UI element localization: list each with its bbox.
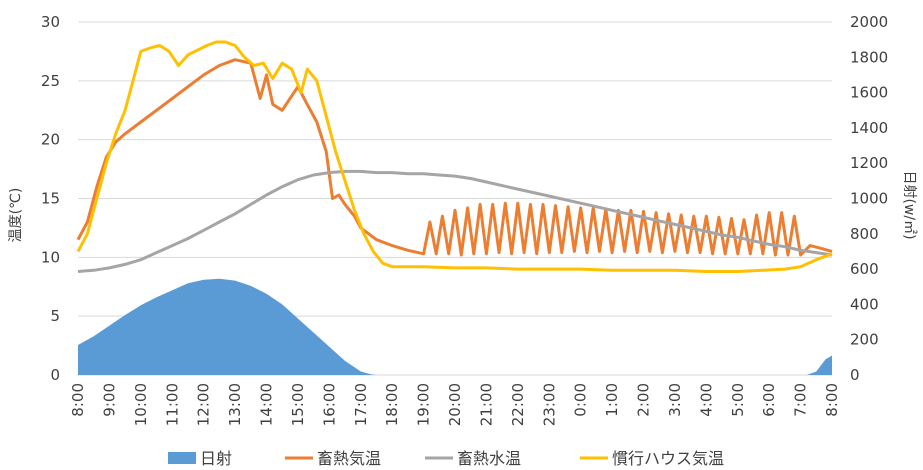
x-tick-label: 8:00 xyxy=(69,383,87,417)
x-tick-label: 5:00 xyxy=(729,383,747,417)
x-tick-label: 13:00 xyxy=(226,383,244,426)
x-tick-label: 1:00 xyxy=(603,383,621,417)
y-right-tick-label: 0 xyxy=(850,366,860,384)
x-tick-label: 4:00 xyxy=(697,383,715,417)
y-left-tick-label: 0 xyxy=(50,366,60,384)
y-right-tick-label: 400 xyxy=(850,295,879,313)
legend-swatch xyxy=(168,452,196,464)
x-tick-label: 16:00 xyxy=(320,383,338,426)
x-tick-label: 22:00 xyxy=(509,383,527,426)
y-axis-right-label: 日射(w/㎡) xyxy=(901,170,917,239)
x-tick-label: 11:00 xyxy=(163,383,181,426)
x-tick-label: 21:00 xyxy=(477,383,495,426)
y-left-tick-label: 5 xyxy=(50,307,60,325)
y-right-tick-label: 1000 xyxy=(850,190,888,208)
y-left-tick-label: 25 xyxy=(41,72,60,90)
y-left-tick-label: 10 xyxy=(41,248,60,266)
x-tick-label: 14:00 xyxy=(258,383,276,426)
x-tick-label: 6:00 xyxy=(760,383,778,417)
y-left-tick-label: 30 xyxy=(41,13,60,31)
plot-area xyxy=(76,40,833,375)
y-right-tick-label: 600 xyxy=(850,260,879,278)
legend: 日射 畜熱気温 畜熱水温 慣行ハウス気温 xyxy=(168,449,724,468)
legend-label: 日射 xyxy=(200,449,232,468)
x-tick-label: 2:00 xyxy=(635,383,653,417)
legend-label: 慣行ハウス気温 xyxy=(612,449,724,468)
axis-ticks: 0 5 10 15 20 25 30 0 200 400 600 800 1000 1200 1400 160… xyxy=(41,13,888,426)
x-tick-label: 18:00 xyxy=(383,383,401,426)
x-tick-label: 15:00 xyxy=(289,383,307,426)
x-tick-label: 8:00 xyxy=(823,383,841,417)
y-right-tick-label: 800 xyxy=(850,225,879,243)
series-line-畜熱水温 xyxy=(77,169,833,273)
y-right-tick-label: 1200 xyxy=(850,154,888,172)
x-tick-label: 0:00 xyxy=(572,383,590,417)
y-right-tick-label: 1600 xyxy=(850,84,888,102)
x-tick-label: 20:00 xyxy=(446,383,464,426)
y-left-tick-label: 15 xyxy=(41,190,60,208)
x-tick-label: 3:00 xyxy=(666,383,684,417)
legend-label: 畜熱水温 xyxy=(457,449,521,468)
legend-label: 畜熱気温 xyxy=(317,449,381,468)
x-tick-label: 7:00 xyxy=(792,383,810,417)
series-line-慣行ハウス気温 xyxy=(76,40,833,273)
x-tick-label: 9:00 xyxy=(100,383,118,417)
x-tick-label: 19:00 xyxy=(415,383,433,426)
x-tick-label: 17:00 xyxy=(352,383,370,426)
x-tick-label: 10:00 xyxy=(132,383,150,426)
y-left-tick-label: 20 xyxy=(41,131,60,149)
x-tick-label: 23:00 xyxy=(540,383,558,426)
x-tick-label: 12:00 xyxy=(195,383,213,426)
y-right-tick-label: 2000 xyxy=(850,13,888,31)
y-right-tick-label: 1800 xyxy=(850,48,888,66)
y-right-tick-label: 200 xyxy=(850,331,879,349)
series-area-日射 xyxy=(78,278,832,375)
y-right-tick-label: 1400 xyxy=(850,119,888,137)
series-line-畜熱気温 xyxy=(76,58,833,257)
y-axis-left-label: 温度(℃) xyxy=(8,188,24,243)
